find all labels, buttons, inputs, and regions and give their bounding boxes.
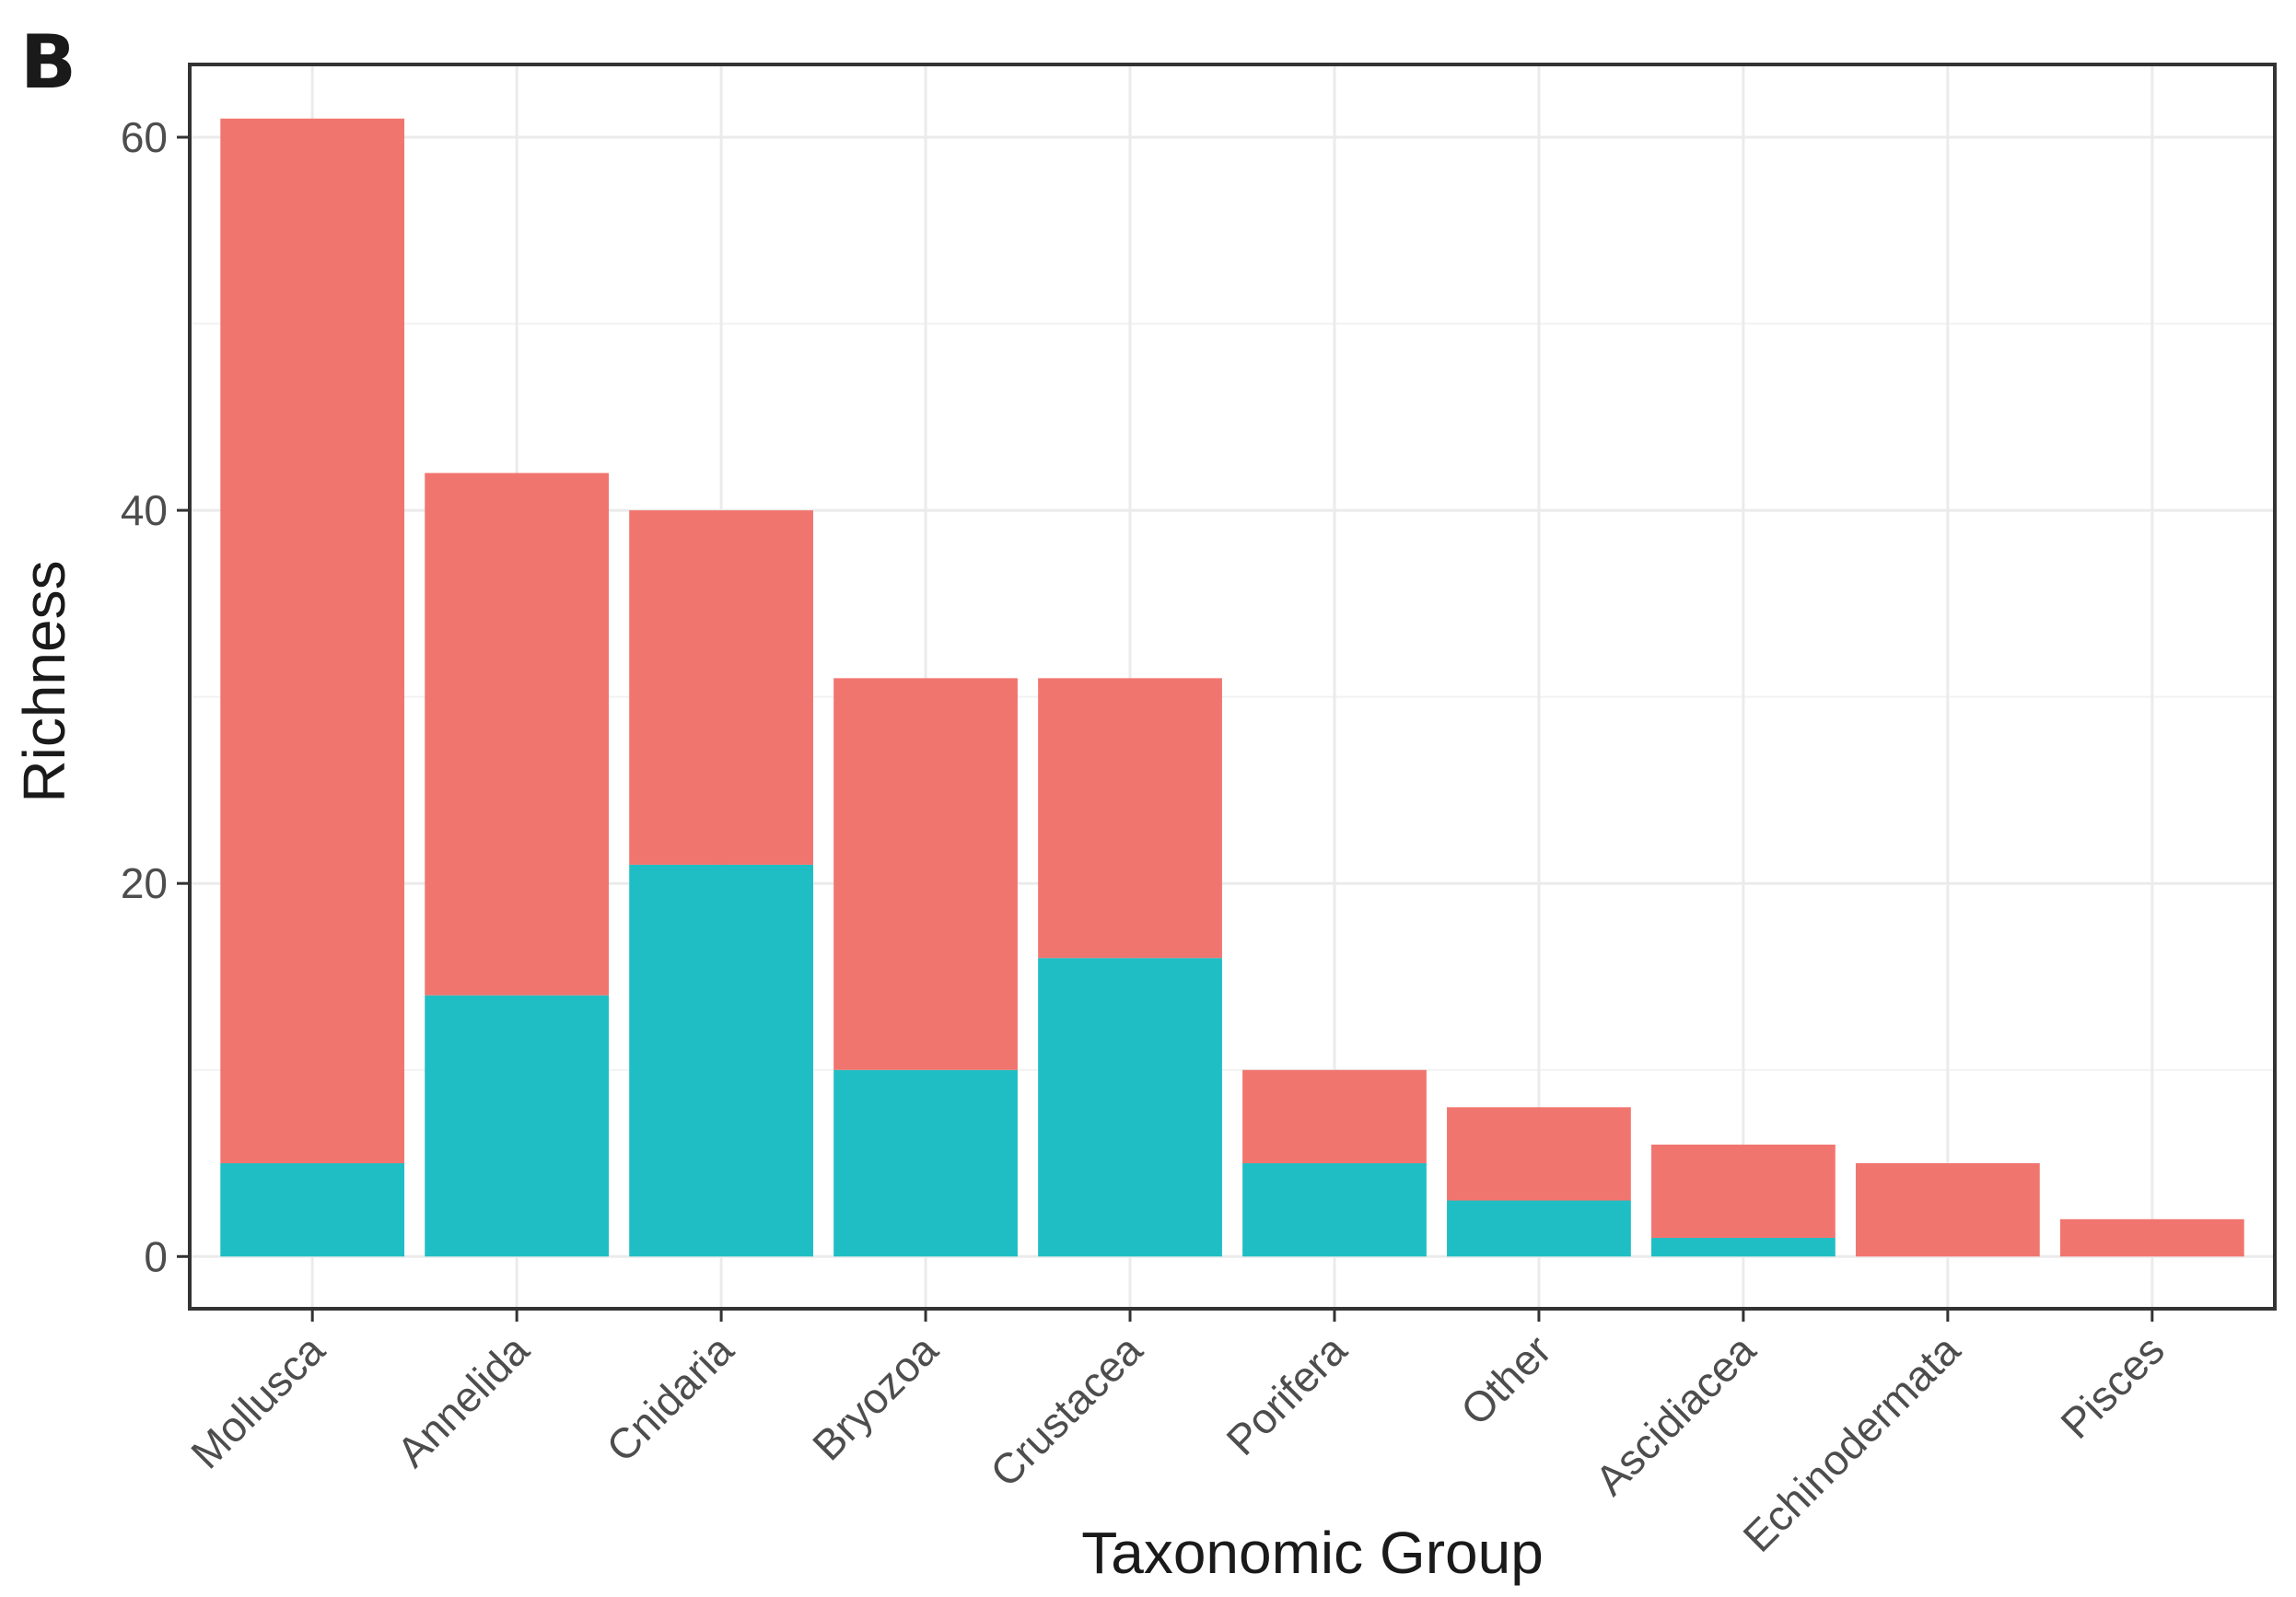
bar-segment: [2059, 1218, 2244, 1257]
panel-border: [188, 63, 2277, 1311]
y-tick-label: 20: [121, 859, 168, 907]
x-tick-label: Annelida: [388, 1325, 539, 1476]
bar-segment: [220, 1163, 405, 1257]
x-tick-label: Crustacea: [981, 1325, 1151, 1496]
x-axis-title: Taxonomic Group: [1081, 1520, 1544, 1586]
bar-segment: [1447, 1107, 1631, 1201]
bars: [220, 118, 2244, 1257]
bar-segment: [425, 472, 610, 996]
panel-label: B: [20, 19, 76, 105]
x-tick-label: Pisces: [2051, 1325, 2174, 1448]
x-tick-label: Bryozoa: [803, 1325, 947, 1469]
y-tick-label: 40: [121, 486, 168, 534]
y-tick-label: 0: [144, 1232, 168, 1280]
bar-segment: [833, 678, 1018, 1070]
x-tick-label: Mollusca: [181, 1325, 333, 1477]
y-tick-label: 60: [121, 113, 168, 161]
bar-segment: [220, 118, 405, 1164]
bar-segment: [1651, 1144, 1836, 1239]
bar-segment: [1855, 1163, 2040, 1257]
bar-segment: [629, 510, 813, 865]
bar-segment: [1242, 1163, 1427, 1257]
x-tick-label: Cnidaria: [597, 1325, 742, 1471]
bar-segment: [1651, 1238, 1836, 1257]
x-tick-label: Other: [1451, 1325, 1560, 1434]
x-tick-label: Porifera: [1217, 1325, 1356, 1464]
y-axis: 0 20 40 60: [121, 113, 190, 1280]
y-axis-title: Richness: [11, 560, 77, 802]
x-tick-label: Ascidiacea: [1586, 1325, 1765, 1504]
bar-segment: [1447, 1200, 1631, 1257]
bar-segment: [1038, 958, 1222, 1257]
bar-segment: [1242, 1069, 1427, 1164]
bar-segment: [629, 864, 813, 1257]
bar-segment: [1038, 678, 1222, 959]
bar-segment: [833, 1069, 1018, 1257]
bar-segment: [425, 995, 610, 1257]
x-tick-label: Echinodermata: [1733, 1325, 1969, 1561]
